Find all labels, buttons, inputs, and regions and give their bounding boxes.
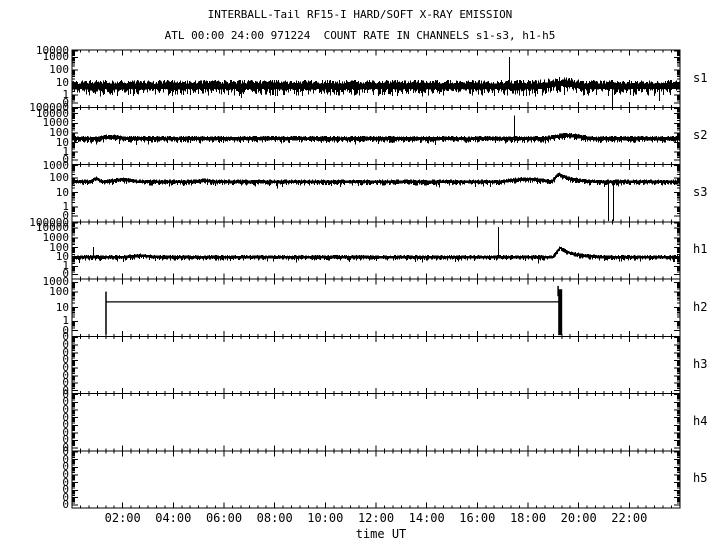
y-tick-label: 10000 [35,221,69,234]
y-tick-label: 0 [62,475,69,489]
y-tick-label: 0 [62,330,69,344]
x-tick-label: 02:00 [104,511,141,525]
channel-label-h2: h2 [693,299,708,314]
y-tick-label: 0 [62,376,69,390]
y-tick-label: 0 [62,152,69,166]
channel-label-h1: h1 [693,242,708,257]
channel-label-h3: h3 [693,356,708,371]
x-tick-label: 20:00 [560,511,597,525]
y-tick-label: 0 [62,490,69,504]
x-tick-label: 06:00 [205,511,243,525]
y-tick-label: 100 [49,171,69,185]
y-tick-label: 0 [62,426,69,439]
y-tick-label: 100000 [29,215,69,229]
channel-label-s1: s1 [693,70,708,85]
y-tick-label: 1 [62,199,69,213]
y-tick-label: 100 [49,126,69,139]
y-tick-label: 0 [62,452,69,466]
y-tick-label: 10 [55,185,69,199]
channel-label-h5: h5 [693,471,708,486]
y-tick-label: 0 [62,467,69,481]
y-tick-label: 1000 [42,275,70,289]
x-tick-label: 14:00 [408,511,445,525]
y-tick-label: 0 [62,395,69,409]
x-tick-label: 16:00 [459,511,496,525]
y-tick-label: 1000 [42,50,70,64]
panel-s2 [71,106,681,165]
y-tick-label: 100000 [29,101,69,115]
panel-h1 [71,221,681,280]
y-tick-label: 1000 [42,116,70,130]
y-tick-label: 0 [62,368,69,382]
panel-h4 [71,393,681,452]
panel-s1 [71,49,681,108]
y-tick-label: 0 [62,433,69,447]
y-tick-label: 0 [62,444,69,458]
x-tick-label: 04:00 [155,511,192,525]
y-tick-label: 100 [49,240,69,254]
y-tick-label: 0 [62,387,69,401]
x-axis-title: time UT [355,527,407,541]
y-tick-label: 10 [55,135,69,149]
y-tick-label: 0 [62,418,69,432]
y-tick-label: 0 [62,323,69,337]
y-tick-label: 0 [62,403,69,417]
y-tick-label: 0 [62,96,69,110]
x-tick-label: 22:00 [611,511,648,525]
y-tick-label: 0 [62,410,69,424]
y-tick-label: 10000 [35,106,69,120]
panel-h2 [71,278,681,337]
y-tick-label: 100 [49,285,69,299]
y-tick-label: 10 [55,75,69,89]
y-tick-label: 1 [62,88,69,102]
panel-h5 [71,450,681,509]
channel-label-s2: s2 [693,127,708,142]
y-tick-label: 100 [49,63,69,76]
y-tick-label: 1 [62,259,69,273]
y-tick-label: 1 [62,144,69,158]
chart-title: INTERBALL-Tail RF15-I HARD/SOFT X-RAY EM… [207,8,513,21]
y-tick-label: 1 [62,314,69,328]
chart-subtitle: ATL 00:00 24:00 971224 COUNT RATE IN CHA… [164,29,556,42]
y-tick-label: 1000 [42,230,70,244]
channel-label-h4: h4 [693,414,708,429]
panel-s3 [71,164,681,223]
y-tick-label: 0 [62,267,69,281]
y-tick-label: 0 [62,353,69,367]
channel-label-s3: s3 [693,185,708,200]
y-tick-label: 1000 [42,158,70,172]
y-tick-label: 10 [55,250,69,264]
y-tick-label: 0 [62,383,69,397]
y-tick-label: 0 [62,345,69,359]
x-tick-label: 08:00 [256,511,293,525]
y-tick-label: 0 [62,440,69,454]
y-tick-label: 0 [62,209,69,222]
y-tick-label: 10 [55,300,69,314]
x-tick-label: 18:00 [509,511,547,525]
y-tick-label: 0 [62,338,69,352]
x-tick-label: 12:00 [357,511,395,525]
y-tick-label: 0 [62,498,69,512]
y-tick-label: 0 [62,361,69,374]
panel-h3 [71,335,681,394]
y-tick-label: 0 [62,460,69,474]
x-tick-label: 10:00 [307,511,344,525]
y-tick-label: 10000 [35,44,69,58]
y-tick-label: 0 [62,483,69,497]
